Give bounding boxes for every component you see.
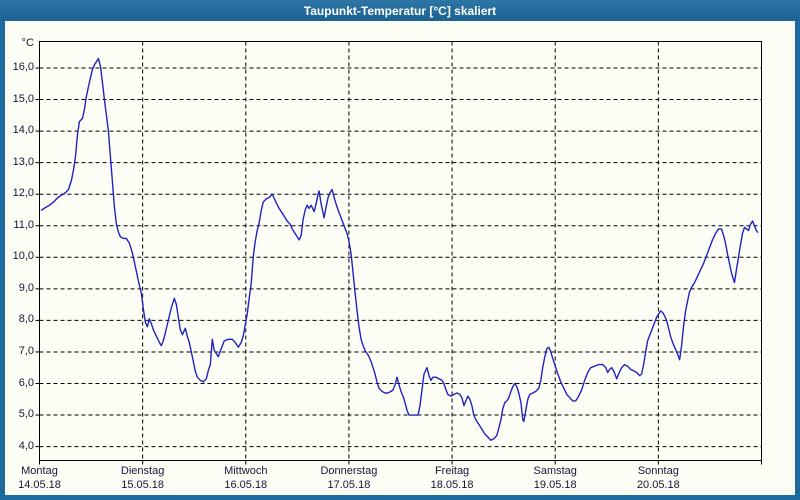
x-axis-weekday-label: Sonntag [637, 465, 679, 477]
y-axis-tick-label: 9,0 [18, 281, 34, 294]
x-axis-date-label: 16.05.18 [224, 479, 268, 491]
x-axis-date-label: 14.05.18 [18, 479, 61, 491]
temperature-line [40, 57, 759, 441]
x-axis-date-label: 15.05.18 [121, 479, 165, 491]
plot-border [39, 41, 762, 461]
x-axis-date-label: 19.05.18 [533, 479, 577, 491]
x-axis-weekday-label: Donnerstag [320, 465, 378, 477]
y-axis-tick-label: 15,0 [12, 92, 34, 105]
x-axis-weekday-label: Samstag [533, 465, 577, 477]
y-axis-tick-label: 10,0 [12, 250, 34, 263]
y-axis-tick-label: 7,0 [18, 344, 34, 357]
y-axis-tick-label: 12,0 [12, 187, 34, 200]
y-axis-unit-label: °C [21, 37, 34, 49]
x-axis-weekday-label: Montag [21, 465, 58, 477]
x-axis-weekday-label: Freitag [434, 465, 470, 477]
y-axis-tick-label: 16,0 [12, 61, 34, 73]
x-axis-weekday-label: Mittwoch [224, 465, 268, 477]
y-axis-tick-label: 13,0 [12, 155, 34, 168]
x-axis-date-label: 18.05.18 [430, 479, 474, 491]
window-title: Taupunkt-Temperatur [°C] skaliert [303, 3, 497, 18]
y-axis-tick-label: 5,0 [18, 408, 34, 421]
y-axis-tick-label: 6,0 [18, 376, 34, 389]
x-axis-weekday-label: Dienstag [120, 465, 165, 477]
x-axis-date-label: 20.05.18 [636, 479, 680, 491]
y-axis-tick-label: 14,0 [12, 124, 34, 137]
x-axis-date-label: 17.05.18 [327, 479, 371, 491]
y-axis-tick-label: 4,0 [18, 439, 34, 452]
y-axis-tick-label: 11,0 [13, 218, 34, 231]
window-titlebar: Taupunkt-Temperatur [°C] skaliert [0, 0, 800, 21]
y-axis-tick-label: 8,0 [18, 313, 34, 326]
